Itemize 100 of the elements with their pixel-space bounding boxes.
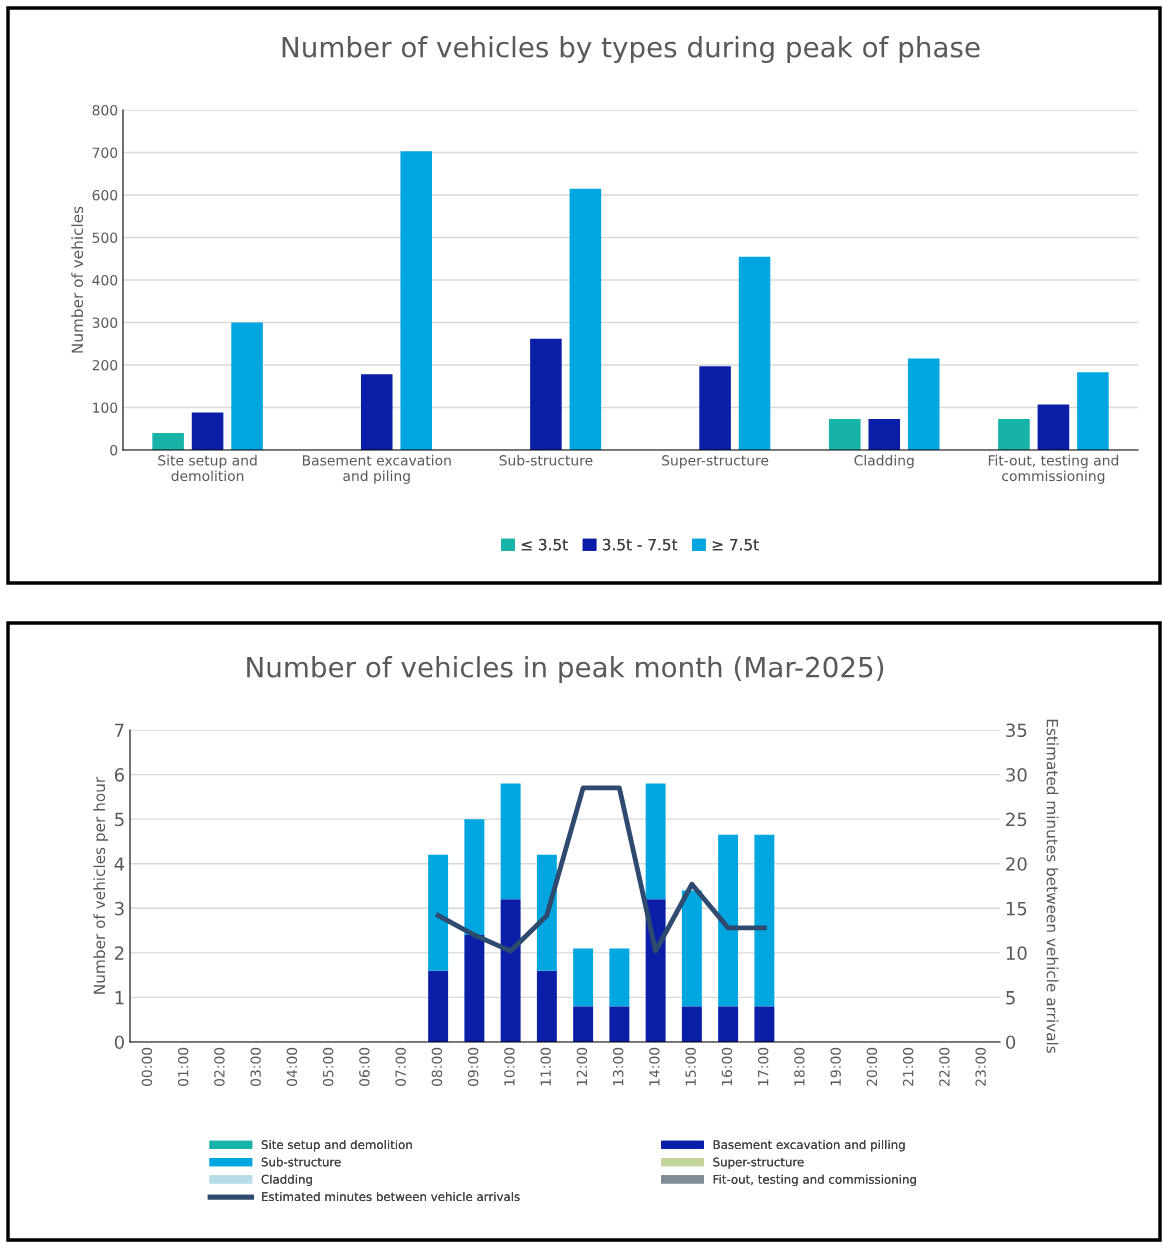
bar	[573, 1006, 594, 1042]
bar	[500, 783, 521, 900]
y2-tick-label: 0	[1006, 1035, 1016, 1050]
bar	[718, 1006, 739, 1042]
x-tick-label: 15:00	[685, 1047, 696, 1086]
chart-title: Number of vehicles by types during peak of phase	[282, 36, 980, 63]
bar	[536, 970, 557, 1042]
x-tick-label: 20:00	[866, 1047, 878, 1086]
bar	[500, 899, 521, 1042]
y-tick-label: 0	[114, 1035, 124, 1050]
bar	[681, 1006, 702, 1042]
x-tick-label: 01:00	[177, 1047, 189, 1086]
bar	[738, 256, 771, 450]
x-tick-label: Fit-out, testing and commissioning	[988, 454, 1119, 484]
y-tick-label: 3	[115, 901, 124, 916]
y-tick-label: 200	[92, 359, 118, 371]
y2-axis-title: Estimated minutes between vehicle arrivals	[1046, 719, 1059, 1053]
x-tick-label: 13:00	[612, 1047, 624, 1086]
bar	[754, 1006, 775, 1042]
bar	[231, 322, 263, 450]
bar	[428, 970, 449, 1042]
bar	[428, 854, 449, 971]
x-tick-label: 12:00	[576, 1047, 588, 1086]
x-tick-label: 11:00	[540, 1047, 551, 1086]
bar	[1077, 372, 1109, 450]
bar	[464, 819, 485, 936]
y-tick-label: 800	[92, 104, 118, 116]
x-tick-label: 18:00	[794, 1047, 805, 1086]
bar	[530, 338, 562, 450]
x-tick-label: 00:00	[141, 1047, 153, 1086]
y-tick-label: 0	[110, 444, 118, 456]
x-tick-label: 02:00	[214, 1047, 225, 1086]
y-tick-label: 7	[115, 723, 124, 737]
bar	[400, 151, 433, 450]
y2-tick-label: 30	[1006, 768, 1027, 782]
x-tick-label: 09:00	[467, 1047, 479, 1086]
y-tick-label: 2	[114, 946, 124, 960]
y-tick-label: 6	[114, 768, 124, 782]
x-tick-label: Super-structure	[662, 455, 769, 469]
y-tick-label: 700	[92, 147, 118, 158]
y-tick-label: 1	[115, 991, 124, 1005]
legend-label: Cladding	[261, 1174, 312, 1187]
x-tick-label: 23:00	[975, 1047, 986, 1086]
y2-tick-label: 35	[1006, 723, 1027, 738]
y-tick-label: 4	[114, 857, 125, 871]
legend-label: Basement excavation and pilling	[713, 1139, 905, 1152]
line-series	[435, 785, 767, 954]
x-tick-label: 16:00	[721, 1047, 733, 1086]
x-tick-label: 21:00	[902, 1047, 914, 1086]
bar	[718, 834, 739, 1007]
y2-tick-label: 25	[1006, 812, 1027, 827]
legend-label: ≤ 3.5t	[521, 538, 568, 551]
bar	[191, 412, 224, 450]
bar	[645, 783, 666, 900]
y-tick-label: 600	[92, 189, 118, 201]
x-tick-label: 03:00	[250, 1047, 261, 1086]
y-tick-label: 100	[93, 402, 118, 413]
bar	[699, 366, 731, 450]
y-tick-label: 400	[92, 274, 118, 286]
chart-title: Number of vehicles in peak month (Mar-2025)	[247, 656, 884, 683]
y-axis-title: Number of vehicles per hour	[93, 776, 109, 994]
x-tick-label: 05:00	[322, 1047, 334, 1086]
x-tick-label: Sub-structure	[499, 454, 593, 466]
y2-tick-label: 15	[1006, 901, 1027, 916]
x-tick-label: 22:00	[939, 1047, 950, 1086]
x-tick-label: 17:00	[757, 1047, 769, 1086]
y2-tick-label: 20	[1006, 857, 1027, 871]
x-tick-label: 10:00	[504, 1047, 515, 1086]
legend-label: Sub-structure	[261, 1157, 341, 1167]
bar	[828, 418, 861, 450]
bar	[907, 358, 940, 450]
bar	[464, 935, 485, 1042]
legend-label: Estimated minutes between vehicle arrivals	[262, 1191, 520, 1202]
y-tick-label: 500	[92, 232, 118, 243]
bar	[573, 948, 594, 1007]
y-tick-label: 300	[92, 317, 118, 328]
x-tick-label: Cladding	[854, 454, 914, 469]
bar	[1037, 404, 1070, 450]
y-axis-title: Number of vehicles	[71, 206, 84, 353]
legend-label: Site setup and demolition	[261, 1139, 412, 1152]
x-tick-label: 06:00	[359, 1047, 370, 1086]
x-tick-label: 14:00	[649, 1047, 660, 1086]
y2-tick-label: 5	[1006, 991, 1015, 1005]
y2-tick-label: 10	[1006, 946, 1027, 960]
bar	[868, 418, 901, 450]
x-tick-label: 19:00	[830, 1047, 841, 1086]
legend-label: Super-structure	[713, 1157, 804, 1169]
bar	[569, 188, 602, 450]
legend-label: 3.5t - 7.5t	[602, 538, 678, 551]
x-tick-label: 04:00	[286, 1047, 298, 1086]
x-tick-label: Site setup and demolition	[158, 454, 257, 482]
legend-label: Fit-out, testing and commissioning	[713, 1174, 916, 1187]
legend-label: ≥ 7.5t	[712, 539, 759, 551]
bar	[609, 1006, 630, 1042]
bar	[681, 890, 702, 1007]
x-tick-label: 07:00	[395, 1047, 406, 1086]
bar	[360, 374, 393, 450]
bar	[754, 834, 775, 1007]
y-tick-label: 5	[115, 812, 124, 827]
bar	[998, 418, 1030, 450]
